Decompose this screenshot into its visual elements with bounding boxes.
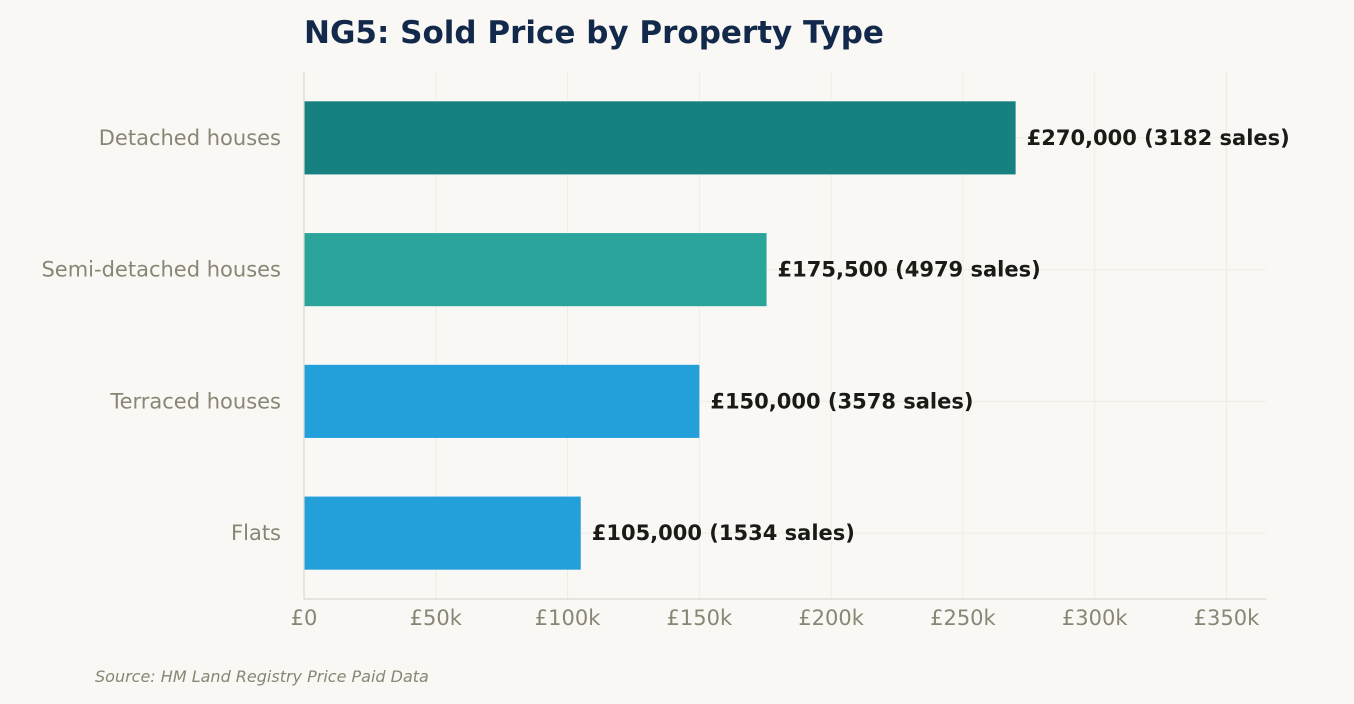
source-note: Source: HM Land Registry Price Paid Data bbox=[95, 667, 429, 686]
x-tick-label: £300k bbox=[1062, 606, 1128, 630]
category-label: Detached houses bbox=[99, 126, 281, 150]
bar bbox=[304, 101, 1016, 175]
x-tick-label: £250k bbox=[930, 606, 996, 630]
x-tick-label: £100k bbox=[535, 606, 601, 630]
bar bbox=[304, 364, 700, 438]
data-label: £175,500 (4979 sales) bbox=[778, 258, 1041, 282]
x-tick-label: £200k bbox=[798, 606, 864, 630]
category-label: Semi-detached houses bbox=[41, 258, 281, 282]
data-label: £150,000 (3578 sales) bbox=[710, 389, 973, 413]
bars-layer: £270,000 (3182 sales) £175,500 (4979 sale… bbox=[304, 101, 1290, 570]
bar bbox=[304, 496, 581, 570]
x-tick-label: £50k bbox=[410, 606, 463, 630]
data-label: £270,000 (3182 sales) bbox=[1027, 126, 1290, 150]
bar bbox=[304, 233, 767, 307]
category-label: Terraced houses bbox=[109, 389, 281, 413]
x-tick-label: £150k bbox=[667, 606, 733, 630]
data-label: £105,000 (1534 sales) bbox=[592, 521, 855, 545]
x-tick-label: £0 bbox=[291, 606, 318, 630]
category-label: Flats bbox=[231, 521, 281, 545]
x-tick-label: £350k bbox=[1194, 606, 1260, 630]
axis-layer: Detached houses Semi-detached houses Terra… bbox=[41, 72, 1266, 630]
chart-title: NG5: Sold Price by Property Type bbox=[304, 15, 884, 51]
